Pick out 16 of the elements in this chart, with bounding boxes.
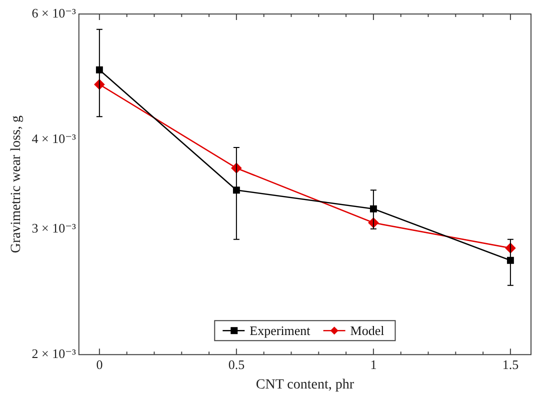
point (506, 256, 514, 264)
x-tick-label: 0.5 (228, 356, 245, 372)
x-tick-label: 1 (370, 356, 377, 372)
point (96, 66, 103, 74)
y-tick-label: 6 × 10⁻³ (32, 5, 76, 20)
y-axis-title: Gravimetric wear loss, g (9, 115, 24, 254)
point (370, 205, 377, 212)
point (232, 186, 240, 194)
legend-label: Experiment (250, 323, 311, 338)
x-tick-label: 0 (96, 356, 103, 372)
y-tick-label: 4 × 10⁻³ (32, 131, 76, 146)
y-tick-label: 2 × 10⁻³ (32, 346, 76, 362)
y-tick-label: 3 × 10⁻³ (32, 220, 76, 236)
x-axis-title: CNT content, phr (256, 377, 354, 392)
x-tick-label: 1.5 (502, 356, 519, 372)
legend-label: Model (350, 323, 385, 338)
